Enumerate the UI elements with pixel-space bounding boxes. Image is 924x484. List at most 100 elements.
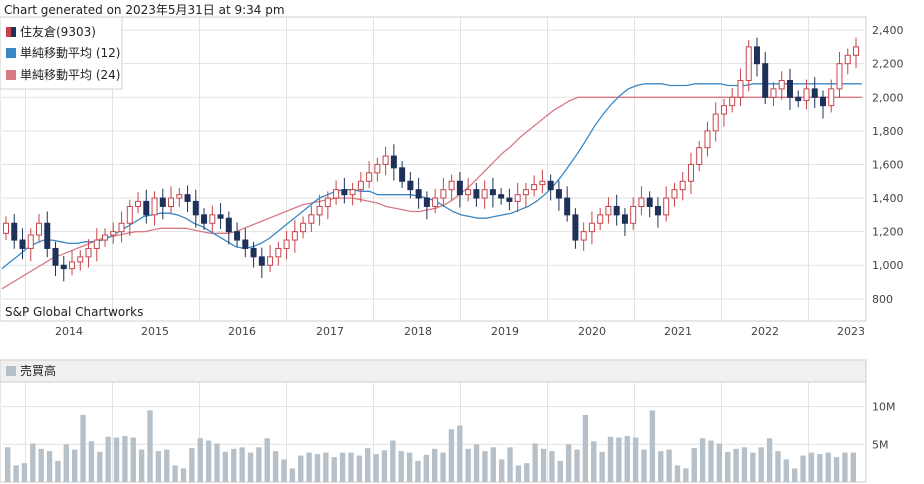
price-legend: 住友倉(9303) 単純移動平均 (12) 単純移動平均 (24) (0, 16, 123, 90)
price-y-tick-label: 1,800 (872, 125, 904, 138)
candle (506, 197, 513, 202)
candle (597, 214, 604, 224)
candle (19, 239, 26, 249)
candle (613, 205, 620, 216)
volume-bar (658, 451, 664, 482)
candle (217, 214, 224, 219)
candle (324, 197, 331, 207)
price-panel (0, 16, 867, 322)
x-tick-label: 2020 (578, 325, 606, 338)
volume-bar (306, 452, 312, 482)
candle (168, 197, 175, 207)
legend-label-ma12: 単純移動平均 (12) (20, 46, 120, 60)
x-tick-label: 2023 (837, 325, 865, 338)
volume-bar (356, 455, 363, 482)
volume-bar (850, 452, 856, 482)
candle (258, 256, 265, 266)
volume-bar (448, 429, 455, 482)
candle (366, 172, 373, 182)
candle (201, 214, 208, 224)
candle (448, 180, 455, 191)
price-y-tick-label: 1,000 (872, 259, 904, 272)
candle (531, 184, 538, 191)
price-y-tick-label: 2,400 (872, 24, 904, 37)
candle (605, 205, 612, 216)
candle (3, 222, 9, 234)
candle (69, 261, 76, 270)
volume-bar (38, 448, 44, 482)
volume-bar (5, 447, 11, 482)
candle (374, 163, 381, 174)
volume-bar (532, 443, 538, 482)
volume-bar (97, 451, 103, 482)
candle (52, 247, 59, 266)
volume-bar (214, 443, 220, 482)
candle-icon (6, 27, 16, 37)
volume-bar (624, 436, 630, 482)
volume-bars (5, 410, 856, 482)
volume-bar (189, 448, 195, 482)
volume-bar (490, 447, 496, 482)
candle (415, 189, 422, 199)
volume-bar (348, 452, 354, 482)
volume-bar (398, 451, 404, 482)
candle (333, 189, 340, 199)
volume-y-axis: 5M 10M (872, 401, 896, 452)
candle (778, 79, 785, 90)
volume-bar (616, 437, 622, 482)
volume-bar (808, 452, 815, 482)
volume-bar (390, 440, 396, 482)
candle (27, 234, 34, 249)
candle (159, 197, 166, 207)
candle (679, 180, 686, 191)
x-tick-label: 2022 (751, 325, 779, 338)
volume-y-tick-label: 10M (872, 401, 896, 414)
volume-bar (691, 448, 697, 482)
volume-bar (783, 459, 790, 482)
candle (465, 189, 472, 196)
candle (126, 205, 133, 224)
candle (176, 194, 183, 199)
volume-bar (415, 460, 421, 482)
candle (423, 197, 430, 207)
volume-bar (482, 451, 488, 482)
candle (93, 239, 100, 249)
candle (382, 155, 389, 165)
volume-bar (205, 440, 212, 482)
ma24-swatch-icon (6, 70, 16, 80)
candle (390, 155, 397, 169)
volume-bar (565, 444, 572, 482)
volume-bar (775, 451, 781, 482)
candle (819, 96, 826, 107)
volume-bar (130, 437, 136, 482)
candle (267, 256, 274, 266)
candle (762, 63, 769, 98)
volume-bar (373, 454, 379, 482)
price-y-tick-label: 1,400 (872, 192, 904, 205)
volume-grid (2, 382, 864, 482)
candle (399, 167, 406, 182)
legend-label-price: 住友倉(9303) (20, 24, 96, 39)
candle (11, 222, 18, 241)
volume-bar (247, 452, 254, 482)
volume-bar (272, 451, 279, 482)
price-y-tick-label: 800 (872, 293, 893, 306)
volume-bar (381, 450, 388, 482)
candle (696, 147, 703, 165)
candle (663, 197, 670, 216)
candle (498, 194, 505, 199)
candle (671, 189, 678, 199)
volume-bar (323, 452, 329, 482)
volume-bar (155, 451, 162, 482)
candlestick-layer (3, 37, 859, 282)
candle (60, 264, 67, 270)
candle (357, 180, 364, 191)
candle (102, 234, 109, 241)
candle (572, 214, 579, 241)
volume-bar (231, 448, 237, 482)
legend-label-volume: 売買高 (20, 363, 56, 378)
candle (803, 88, 810, 102)
x-tick-label: 2019 (491, 325, 519, 338)
volume-bar (591, 441, 597, 482)
